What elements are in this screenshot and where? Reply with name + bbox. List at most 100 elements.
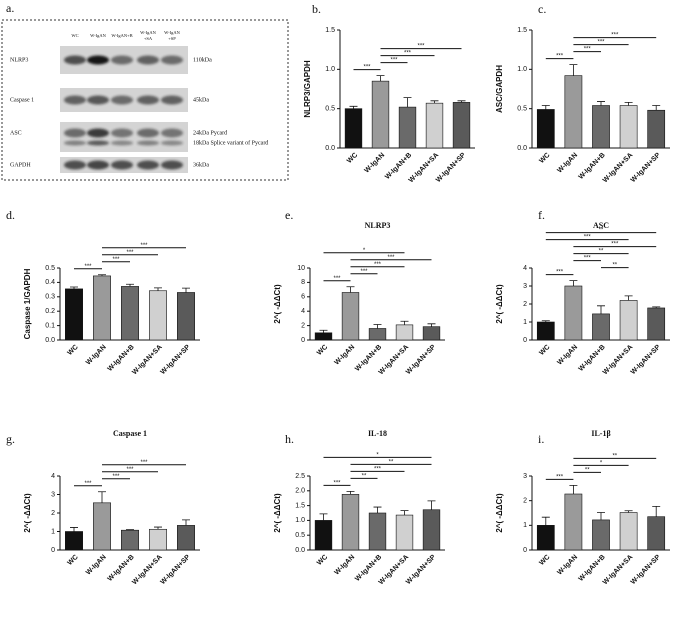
lane-label: +SA xyxy=(144,36,153,41)
lane-label: W-IgAN xyxy=(140,30,156,35)
significance-label: *** xyxy=(84,264,92,270)
error-bar xyxy=(597,101,605,106)
blot-band xyxy=(111,55,133,65)
bar xyxy=(93,502,111,551)
bar xyxy=(149,290,167,341)
panel-label: c. xyxy=(538,2,546,16)
chart-title: IL-18 xyxy=(368,429,387,438)
bar xyxy=(149,528,167,551)
blot-band xyxy=(64,140,86,146)
bar xyxy=(425,102,444,149)
x-tick-label: W-IgAN xyxy=(85,344,108,367)
significance-label: *** xyxy=(374,262,382,268)
y-axis-label: 2^( -ΔΔCt) xyxy=(495,493,504,533)
blot-band xyxy=(87,55,109,65)
x-tick-label: W-IgAN+SP xyxy=(630,152,662,184)
bar xyxy=(564,75,583,149)
chart-title: ASC xyxy=(593,221,609,230)
x-tick-label: WC xyxy=(538,152,551,165)
band-size: 24kDa Pycard xyxy=(193,130,227,136)
y-tick-label: 1 xyxy=(523,522,527,529)
error-bar xyxy=(403,97,412,108)
y-tick-label: 4 xyxy=(51,473,55,480)
row-label: GAPDH xyxy=(10,162,31,168)
significance-label: *** xyxy=(611,33,619,39)
y-tick-label: 0.0 xyxy=(45,337,55,344)
bar xyxy=(177,525,195,551)
y-tick-label: 8 xyxy=(301,279,305,286)
y-tick-label: 0 xyxy=(51,547,55,554)
error-bar xyxy=(154,526,162,530)
blot-band xyxy=(87,128,109,138)
error-bar xyxy=(427,500,436,510)
row-label: Caspase 1 xyxy=(10,97,34,103)
error-bar xyxy=(70,527,78,532)
panel-label: a. xyxy=(6,1,14,15)
error-bar xyxy=(597,512,605,520)
y-tick-label: 0.1 xyxy=(45,322,55,329)
y-tick-label: 1.5 xyxy=(295,502,305,509)
bar xyxy=(398,106,417,149)
x-tick-label: W-IgAN+SP xyxy=(630,344,662,376)
significance-label: *** xyxy=(611,242,619,248)
y-tick-label: 2 xyxy=(51,510,55,517)
significance-label: * xyxy=(376,452,379,458)
error-bar xyxy=(373,506,382,513)
y-tick-label: 0.5 xyxy=(295,532,305,539)
error-bar xyxy=(400,510,409,516)
y-tick-label: 2 xyxy=(523,301,527,308)
significance-label: ** xyxy=(585,467,590,473)
error-bar xyxy=(457,100,466,103)
bar xyxy=(564,285,583,341)
error-bar xyxy=(182,519,190,526)
band-size: 45kDa xyxy=(193,97,209,103)
error-bar xyxy=(430,100,439,104)
significance-label: *** xyxy=(126,250,134,256)
x-tick-label: W-IgAN+B xyxy=(578,344,607,373)
bar xyxy=(177,292,195,341)
significance-label: *** xyxy=(387,255,395,261)
error-bar xyxy=(376,75,385,82)
bar xyxy=(592,519,610,551)
error-bar xyxy=(349,105,358,109)
blot-band xyxy=(137,160,159,170)
y-tick-label: 0 xyxy=(301,337,305,344)
error-bar xyxy=(346,490,355,495)
blot-band xyxy=(64,160,86,170)
error-bar xyxy=(319,513,328,521)
x-tick-label: W-IgAN xyxy=(363,152,386,175)
x-tick-label: W-IgAN+SP xyxy=(160,344,192,376)
blot-band xyxy=(137,95,159,105)
lane-label: +SP xyxy=(168,36,176,41)
y-axis-label: NLRP3/GAPDH xyxy=(303,60,312,118)
error-bar xyxy=(569,280,578,286)
error-bar xyxy=(373,324,382,329)
panel-label: h. xyxy=(285,432,294,446)
bar xyxy=(619,300,638,341)
y-tick-label: 3 xyxy=(523,283,527,290)
significance-label: *** xyxy=(584,47,592,53)
blot-band xyxy=(161,55,183,65)
x-tick-label: WC xyxy=(346,152,359,165)
bar xyxy=(368,512,387,551)
bar xyxy=(422,326,441,341)
panel-label: d. xyxy=(6,208,15,222)
y-tick-label: 0.0 xyxy=(517,145,527,152)
significance-label: *** xyxy=(556,270,564,276)
error-bar xyxy=(624,101,633,106)
y-tick-label: 10 xyxy=(297,265,305,272)
significance-label: *** xyxy=(390,58,398,64)
y-axis-label: Caspase 1/GAPDH xyxy=(23,268,32,339)
x-tick-label: WC xyxy=(316,344,329,357)
row-label: ASC xyxy=(10,130,22,136)
y-tick-label: 0.4 xyxy=(45,279,55,286)
y-tick-label: 4 xyxy=(301,308,305,315)
blot-band xyxy=(64,55,86,65)
y-tick-label: 0.3 xyxy=(45,294,55,301)
error-bar xyxy=(70,286,78,289)
blot-band xyxy=(87,160,109,170)
error-bar xyxy=(98,274,106,276)
significance-label: * xyxy=(600,460,603,466)
error-bar xyxy=(154,287,162,291)
blot-band xyxy=(87,140,109,146)
